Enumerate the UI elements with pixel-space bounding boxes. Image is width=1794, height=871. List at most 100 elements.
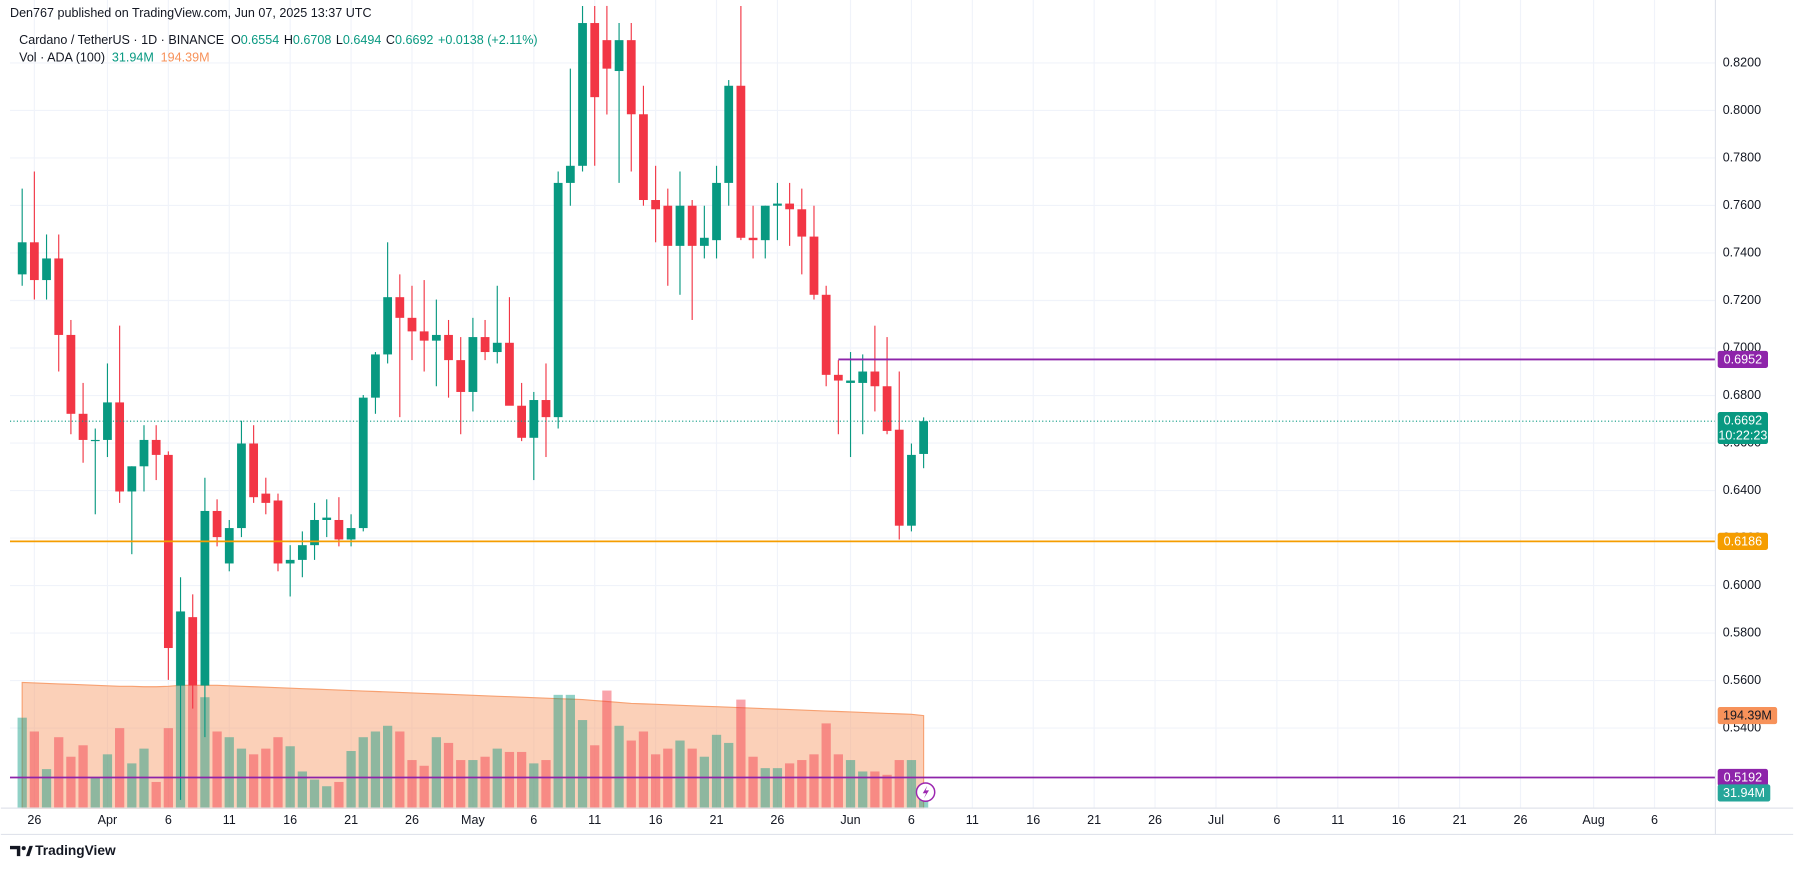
volume-bar <box>736 699 746 809</box>
x-tick-label: 21 <box>710 813 724 827</box>
volume-bar <box>650 754 661 809</box>
y-tick-label: 0.8200 <box>1723 55 1761 69</box>
volume-bar <box>200 697 210 809</box>
volume-bar <box>602 690 612 809</box>
volume-bar <box>906 760 917 809</box>
candle-body <box>212 510 222 538</box>
candle-body <box>334 519 344 540</box>
x-tick-label: 11 <box>1331 813 1344 827</box>
axes: 26 Apr 6 11 16 21 26 May 6 11 16 21 26 Jun 6 11 16 21 26 Ju… <box>27 55 1778 827</box>
volume-bar <box>66 756 76 809</box>
volume-bar <box>504 751 515 809</box>
x-tick-label: 11 <box>223 813 236 827</box>
volume-value: 31.94M <box>112 51 154 65</box>
x-tick-label: 26 <box>27 813 41 827</box>
candle-body <box>237 443 246 529</box>
candle-body <box>395 297 405 318</box>
candle-body <box>626 40 636 115</box>
volume-bar <box>382 725 393 809</box>
volume-bar <box>529 763 539 809</box>
volume-bar <box>516 751 527 809</box>
volume-bar <box>41 769 52 809</box>
candle-body <box>54 258 64 335</box>
candle-body <box>748 237 758 241</box>
candle-body <box>371 354 380 398</box>
candle-body <box>833 374 843 381</box>
candle-body <box>78 413 88 440</box>
candle-body <box>675 205 685 246</box>
candle-body <box>407 317 417 332</box>
level-label: 0.5192 <box>1724 770 1762 784</box>
volume-bar <box>309 779 320 809</box>
candles <box>17 5 929 800</box>
ohlc-legend: Cardano / TetherUS · 1D · BINANCE O0.6554… <box>19 33 537 47</box>
candle-body <box>894 429 904 526</box>
volume-bar <box>638 731 649 809</box>
candle-body <box>699 237 709 246</box>
candle-body <box>261 493 271 503</box>
volume-bar <box>443 742 454 809</box>
volume-legend: Vol · ADA (100) 31.94M 194.39M <box>19 51 209 65</box>
candle-body <box>431 334 441 341</box>
x-tick-label: 6 <box>165 813 172 827</box>
legend-value: 0.6692 <box>395 33 433 47</box>
volume-bar <box>90 777 100 809</box>
volume-bar <box>346 751 356 809</box>
candle-body <box>383 297 393 355</box>
level-label: 0.6186 <box>1724 534 1762 548</box>
volume-bar <box>626 740 636 809</box>
legend-value: 0.6494 <box>343 33 381 47</box>
volume-bar <box>784 763 795 809</box>
change-pct: (+2.11%) <box>487 33 537 47</box>
x-tick-label: Jun <box>840 813 860 827</box>
volume-bar <box>614 725 624 809</box>
volume-bar <box>102 754 113 809</box>
volume-bar <box>480 756 490 809</box>
candle-body <box>456 360 466 392</box>
candle-body <box>66 334 76 414</box>
x-tick-label: 21 <box>1087 813 1101 827</box>
x-tick-label: 16 <box>1026 813 1040 827</box>
countdown-label: 10:22:23 <box>1718 428 1767 442</box>
candle-body <box>505 342 514 406</box>
y-tick-label: 0.7400 <box>1723 245 1761 259</box>
logo-dot <box>21 846 26 851</box>
volume-bar <box>127 763 137 809</box>
candle-body <box>724 85 734 183</box>
x-tick-label: 26 <box>1514 813 1528 827</box>
candle-body <box>90 439 100 442</box>
tv-logo <box>9 845 33 857</box>
x-tick-label: 6 <box>1651 813 1658 827</box>
candle-body <box>614 40 624 72</box>
candle-body <box>797 209 807 237</box>
volume-bar <box>711 734 722 809</box>
candle-body <box>590 23 600 98</box>
x-tick-label: Aug <box>1582 813 1604 827</box>
candle-body <box>273 500 283 564</box>
candle-body <box>736 85 746 238</box>
price-label-box <box>1717 768 1768 787</box>
candle-body <box>907 454 916 526</box>
x-tick-label: 16 <box>1392 813 1406 827</box>
x-tick-label: 21 <box>1453 813 1467 827</box>
candle-body <box>224 528 234 564</box>
volume-bar <box>395 731 405 809</box>
volume-label-box <box>1717 784 1771 802</box>
legend-key: C <box>386 33 395 47</box>
volume-bar <box>748 756 758 809</box>
candle-body <box>870 371 880 387</box>
y-tick-label: 0.6400 <box>1723 483 1761 497</box>
volume-bar <box>163 728 173 809</box>
x-tick-label: 26 <box>1148 813 1162 827</box>
candle-body <box>444 334 453 361</box>
candle-body <box>285 559 295 564</box>
volume-bar <box>212 731 222 809</box>
candle-body <box>249 443 259 498</box>
y-tick-label: 0.7200 <box>1723 293 1761 307</box>
y-tick-label: 0.5800 <box>1723 625 1761 639</box>
volume-bar <box>188 685 198 809</box>
volume-bar <box>894 760 904 809</box>
candle-body <box>151 439 161 455</box>
candle-body <box>115 402 125 492</box>
